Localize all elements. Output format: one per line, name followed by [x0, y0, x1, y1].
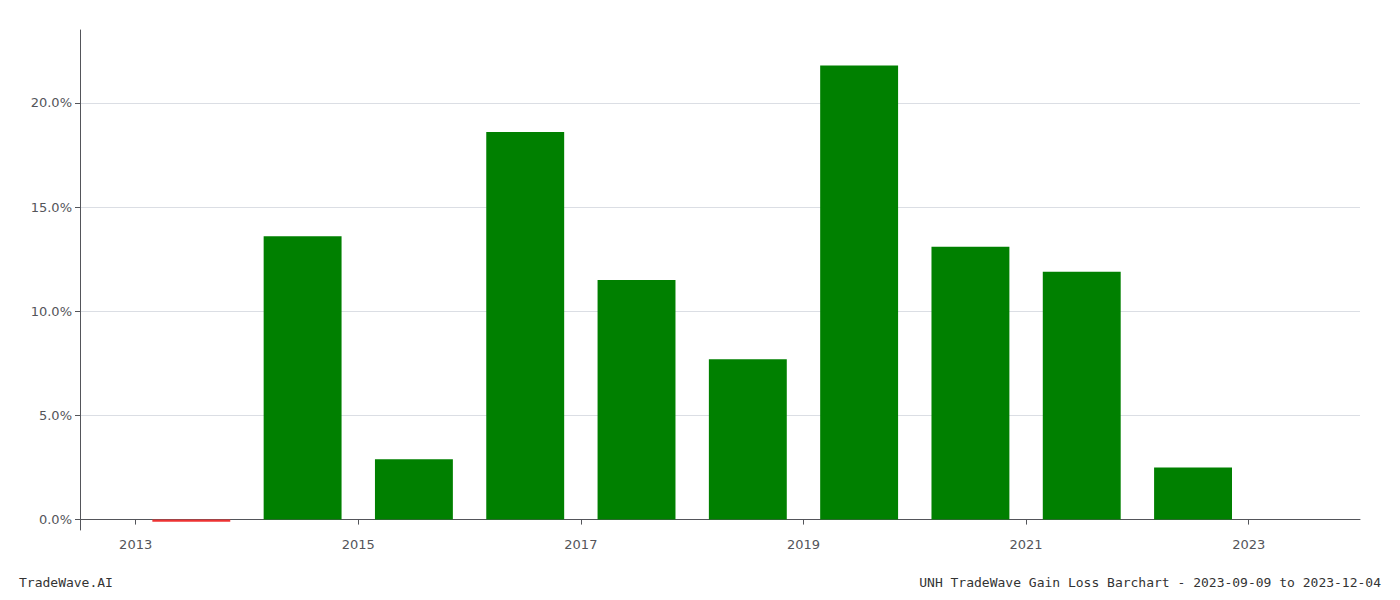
- svg-text:TradeWave.AI: TradeWave.AI: [19, 575, 113, 590]
- svg-text:2021: 2021: [1010, 537, 1043, 552]
- svg-text:20.0%: 20.0%: [31, 95, 72, 110]
- svg-text:UNH TradeWave Gain Loss Barcha: UNH TradeWave Gain Loss Barchart - 2023-…: [919, 575, 1381, 590]
- svg-text:2015: 2015: [342, 537, 375, 552]
- svg-text:15.0%: 15.0%: [31, 200, 72, 215]
- svg-text:2013: 2013: [119, 537, 152, 552]
- svg-text:5.0%: 5.0%: [39, 408, 72, 423]
- svg-text:2017: 2017: [564, 537, 597, 552]
- svg-text:0.0%: 0.0%: [39, 512, 72, 527]
- svg-text:10.0%: 10.0%: [31, 304, 72, 319]
- svg-text:2023: 2023: [1232, 537, 1265, 552]
- svg-text:2019: 2019: [787, 537, 820, 552]
